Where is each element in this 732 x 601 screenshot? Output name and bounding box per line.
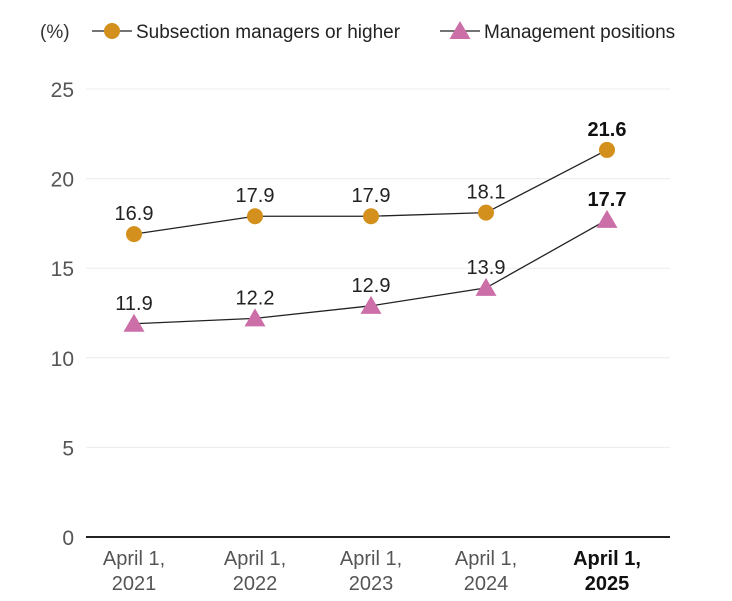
data-point-marker <box>599 141 615 158</box>
series-management-positions: 11.9 12.2 12.9 13.9 17.7 <box>115 189 626 332</box>
legend-item: Management positions <box>440 21 675 43</box>
x-tick-label: April 1, <box>455 548 517 570</box>
legend-item: Subsection managers or higher <box>92 22 401 43</box>
data-label: 18.1 <box>467 182 506 204</box>
x-tick-label: April 1, <box>103 548 165 570</box>
x-tick-label-group: April 1, 2025 <box>573 548 641 595</box>
x-tick-label: 2022 <box>233 573 278 595</box>
legend: Subsection managers or higher Management … <box>92 21 675 43</box>
data-point-marker <box>363 208 379 225</box>
legend-circle-icon <box>104 23 120 39</box>
data-point-marker <box>247 208 263 225</box>
data-label: 12.9 <box>352 275 391 297</box>
y-axis-unit-label: (%) <box>40 22 70 43</box>
legend-triangle-icon <box>449 21 471 39</box>
y-tick-label: 0 <box>62 527 74 550</box>
data-label: 17.9 <box>352 185 391 207</box>
x-tick-label: April 1, <box>340 548 402 570</box>
x-tick-label-group: April 1, 2021 <box>103 548 165 595</box>
data-label: 21.6 <box>588 119 627 141</box>
x-tick-label: 2025 <box>585 573 630 595</box>
data-label: 17.7 <box>588 189 627 211</box>
y-tick-label: 20 <box>51 169 74 192</box>
data-label: 12.2 <box>236 287 275 309</box>
data-label: 13.9 <box>467 257 506 279</box>
data-label: 11.9 <box>115 293 152 315</box>
x-tick-label: April 1, <box>573 548 641 570</box>
x-tick-label-group: April 1, 2024 <box>455 548 517 595</box>
series-subsection-managers: 16.9 17.9 17.9 18.1 21.6 <box>115 119 627 243</box>
data-label: 16.9 <box>115 203 154 225</box>
gridlines <box>86 88 670 448</box>
y-axis-ticks: 0 5 10 15 20 25 <box>51 79 74 550</box>
series-group: 16.9 17.9 17.9 18.1 21.6 11.9 12.2 12.9 13.9 17.7 <box>115 119 627 332</box>
x-tick-label: 2021 <box>112 573 157 595</box>
x-tick-label-group: April 1, 2023 <box>340 548 402 595</box>
x-tick-label: April 1, <box>224 548 286 570</box>
data-point-marker <box>475 277 497 296</box>
y-tick-label: 15 <box>51 258 74 281</box>
data-point-marker <box>126 226 142 243</box>
x-tick-label: 2023 <box>349 573 394 595</box>
x-tick-label: 2024 <box>464 573 509 595</box>
x-tick-label-group: April 1, 2022 <box>224 548 286 595</box>
y-tick-label: 10 <box>51 348 74 371</box>
legend-label: Subsection managers or higher <box>136 22 401 43</box>
data-point-marker <box>478 204 494 221</box>
y-tick-label: 5 <box>62 437 74 460</box>
data-point-marker <box>244 308 266 327</box>
data-point-marker <box>596 209 618 228</box>
data-point-marker <box>360 295 382 314</box>
data-point-marker <box>123 313 145 332</box>
y-tick-label: 25 <box>51 79 74 102</box>
data-label: 17.9 <box>236 185 275 207</box>
legend-label: Management positions <box>484 22 675 43</box>
